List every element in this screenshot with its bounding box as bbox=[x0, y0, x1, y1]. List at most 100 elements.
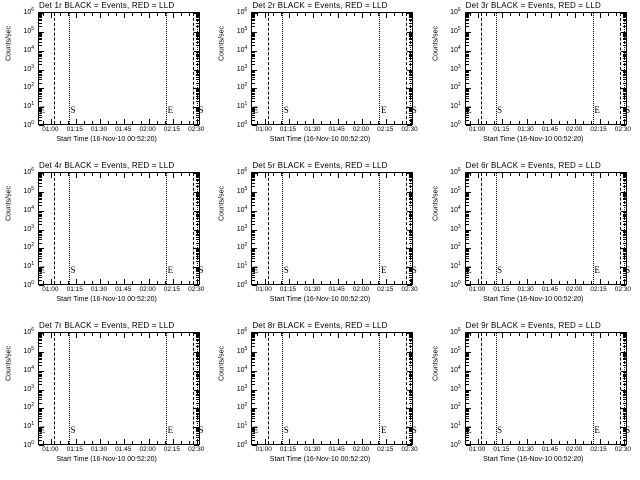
y-minor-tick bbox=[39, 76, 42, 78]
x-tick-label: 02:15 bbox=[163, 126, 181, 133]
y-major-tick bbox=[407, 88, 413, 90]
y-minor-tick bbox=[39, 108, 42, 110]
y-minor-tick bbox=[39, 33, 42, 35]
y-axis-title-det4r: Counts/sec bbox=[5, 185, 13, 222]
marker-label: S bbox=[70, 105, 76, 115]
y-minor-tick bbox=[465, 411, 469, 413]
y-minor-tick bbox=[465, 334, 469, 336]
x-major-tick bbox=[289, 439, 291, 444]
x-minor-tick bbox=[91, 13, 93, 16]
x-minor-tick bbox=[256, 333, 258, 336]
x-axis-title-det9r: Start Time (16-Nov-10 00:52:20) bbox=[483, 456, 584, 463]
marker-line-m3 bbox=[166, 173, 168, 284]
y-minor-tick bbox=[39, 216, 42, 218]
x-major-tick bbox=[599, 13, 601, 18]
x-minor-tick bbox=[140, 121, 142, 124]
y-minor-tick bbox=[252, 272, 256, 274]
marker-line-m3 bbox=[592, 333, 594, 444]
y-minor-tick bbox=[39, 361, 42, 363]
x-tick-label: 02:00 bbox=[352, 446, 370, 453]
y-major-tick bbox=[252, 50, 258, 52]
marker-line-m4 bbox=[619, 13, 621, 124]
y-major-tick bbox=[465, 408, 471, 410]
x-minor-tick bbox=[329, 121, 331, 124]
x-minor-tick bbox=[116, 441, 118, 444]
y-minor-tick bbox=[252, 239, 256, 241]
y-major-tick bbox=[465, 229, 471, 231]
y-minor-tick bbox=[39, 258, 42, 260]
x-minor-tick bbox=[534, 173, 536, 176]
marker-line-m4 bbox=[406, 13, 408, 124]
y-major-tick bbox=[194, 427, 199, 429]
x-major-tick bbox=[575, 333, 577, 338]
y-major-tick bbox=[194, 210, 199, 212]
marker-label: S bbox=[411, 265, 417, 275]
y-minor-tick bbox=[252, 270, 256, 272]
x-minor-tick bbox=[567, 441, 569, 444]
y-minor-tick bbox=[252, 94, 256, 95]
y-minor-tick bbox=[252, 346, 256, 348]
x-tick-label: 01:00 bbox=[255, 446, 272, 453]
y-major-tick bbox=[252, 13, 258, 14]
marker-label: S bbox=[497, 105, 503, 115]
y-minor-tick bbox=[465, 354, 469, 356]
x-minor-tick bbox=[280, 13, 282, 16]
x-minor-tick bbox=[43, 281, 45, 284]
y-minor-tick bbox=[39, 354, 42, 356]
x-minor-tick bbox=[329, 333, 331, 336]
y-major-tick bbox=[39, 191, 44, 193]
y-minor-tick bbox=[252, 76, 256, 78]
x-major-tick bbox=[148, 439, 150, 444]
y-minor-tick bbox=[39, 437, 42, 438]
y-minor-tick bbox=[39, 346, 42, 348]
y-minor-tick bbox=[39, 193, 42, 195]
y-major-tick bbox=[465, 107, 471, 109]
y-major-tick bbox=[39, 210, 44, 212]
y-minor-tick bbox=[465, 173, 469, 175]
marker-line-m1 bbox=[54, 333, 56, 444]
x-minor-tick bbox=[583, 13, 585, 16]
y-minor-tick bbox=[252, 44, 256, 46]
x-minor-tick bbox=[607, 173, 609, 176]
y-minor-tick bbox=[252, 242, 256, 244]
y-tick-label: 102 bbox=[450, 242, 461, 252]
x-major-tick bbox=[502, 13, 504, 18]
x-minor-tick bbox=[181, 173, 183, 176]
marker-label: S bbox=[625, 265, 631, 275]
y-minor-tick bbox=[252, 395, 256, 397]
x-tick-label: 02:15 bbox=[590, 286, 607, 293]
marker-label-edge-left: E bbox=[39, 425, 46, 435]
x-minor-tick bbox=[542, 281, 544, 284]
y-axis-labels: 106 105 104 103 102 101 100 bbox=[213, 7, 249, 129]
x-tick-label: 01:45 bbox=[541, 126, 559, 133]
y-minor-tick bbox=[39, 204, 42, 206]
y-minor-tick bbox=[39, 230, 42, 232]
x-minor-tick bbox=[91, 441, 93, 444]
marker-label: E bbox=[167, 425, 174, 435]
marker-line-m3 bbox=[592, 13, 594, 124]
y-minor-tick bbox=[39, 82, 42, 84]
x-tick-label: 02:30 bbox=[401, 286, 418, 293]
x-minor-tick bbox=[469, 13, 471, 16]
x-minor-tick bbox=[132, 441, 134, 444]
marker-label: S bbox=[497, 265, 503, 275]
marker-label: S bbox=[497, 425, 503, 435]
y-minor-tick bbox=[39, 70, 42, 72]
y-major-tick bbox=[465, 285, 471, 286]
x-minor-tick bbox=[297, 441, 299, 444]
y-tick-label: 104 bbox=[236, 204, 248, 214]
y-minor-tick bbox=[39, 396, 42, 398]
y-major-tick bbox=[465, 125, 471, 126]
marker-line-m5 bbox=[196, 13, 198, 124]
x-minor-tick bbox=[607, 121, 609, 124]
y-minor-tick bbox=[39, 175, 42, 177]
y-minor-tick bbox=[39, 409, 42, 411]
y-tick-label: 101 bbox=[236, 260, 248, 271]
y-tick-label: 101 bbox=[450, 100, 461, 111]
y-minor-tick bbox=[465, 261, 469, 263]
y-minor-tick bbox=[252, 52, 256, 54]
x-minor-tick bbox=[510, 441, 512, 444]
y-major-tick bbox=[194, 267, 199, 269]
x-minor-tick bbox=[583, 441, 585, 444]
y-minor-tick bbox=[39, 342, 42, 344]
